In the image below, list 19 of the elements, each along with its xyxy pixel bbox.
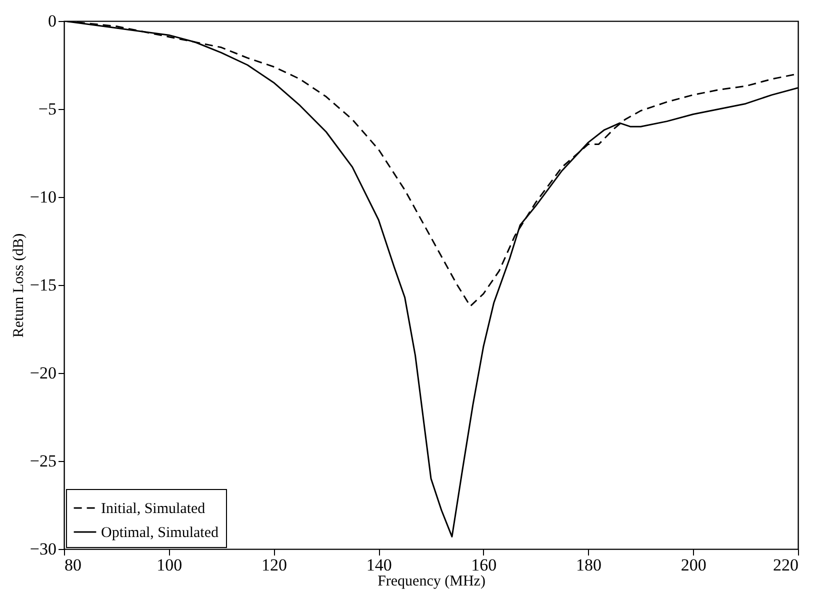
legend-label: Optimal, Simulated <box>101 525 219 541</box>
x-tick-label: 200 <box>680 556 706 574</box>
y-tick-label: −15 <box>30 276 56 294</box>
x-tick-label: 80 <box>64 556 82 574</box>
legend-label: Initial, Simulated <box>101 501 206 517</box>
y-tick-label: −10 <box>30 188 56 206</box>
y-axis-title: Return Loss (dB) <box>10 233 27 338</box>
x-tick-label: 140 <box>366 556 392 574</box>
y-tick-label: −5 <box>38 100 56 118</box>
x-axis-title: Frequency (MHz) <box>378 574 486 590</box>
x-tick-label: 160 <box>471 556 497 574</box>
x-tick-label: 120 <box>261 556 287 574</box>
y-tick-label: 0 <box>48 12 56 30</box>
y-tick-label: −20 <box>30 364 56 382</box>
x-tick-label: 220 <box>773 556 798 574</box>
x-tick-label: 180 <box>576 556 602 574</box>
y-tick-label: −25 <box>30 452 56 470</box>
x-tick-label: 100 <box>156 556 182 574</box>
y-tick-label: −30 <box>30 540 56 558</box>
